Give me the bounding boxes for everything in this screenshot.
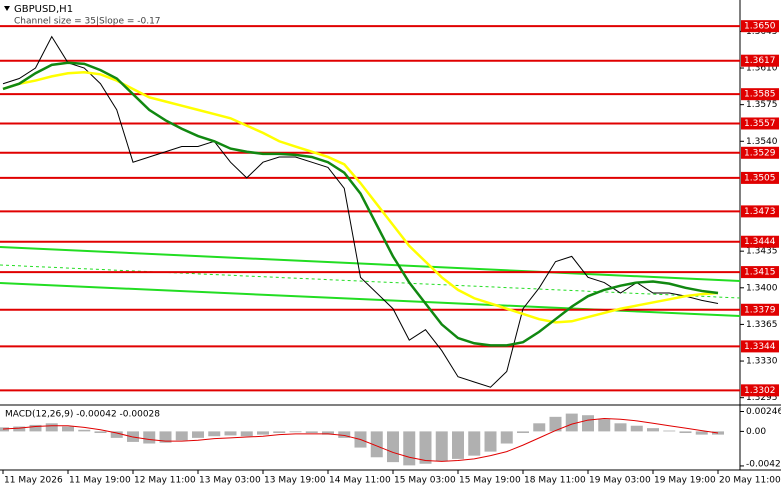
level-label: 1.3302 bbox=[744, 386, 776, 396]
y-tick-label: 1.3295 bbox=[746, 393, 778, 403]
annotation: Channel size = 35|Slope = -0.17 bbox=[14, 17, 161, 27]
level-label-box bbox=[741, 20, 779, 33]
histogram-bar bbox=[370, 431, 383, 458]
histogram-bar bbox=[582, 415, 594, 432]
x-tick-label: 19 May 19:00 bbox=[654, 476, 716, 486]
level-label-box bbox=[741, 340, 779, 353]
histogram-bar bbox=[273, 431, 286, 434]
level-label-box bbox=[741, 54, 779, 67]
level-label-box bbox=[741, 266, 779, 279]
moving-average bbox=[2, 61, 719, 347]
level-label-box bbox=[741, 235, 779, 248]
histogram-bar bbox=[598, 419, 611, 432]
symbol-icon bbox=[4, 6, 10, 11]
histogram-bar bbox=[62, 426, 74, 432]
level-label-box bbox=[741, 117, 779, 130]
y-tick-label: 1.3540 bbox=[746, 137, 778, 147]
histogram-bar bbox=[257, 431, 269, 435]
y-tick-label: 1.3400 bbox=[746, 283, 778, 293]
y-tick-label: -0.00427 bbox=[746, 460, 781, 470]
price-line bbox=[2, 35, 719, 388]
y-tick-label: 1.3435 bbox=[746, 247, 778, 257]
histogram-bar bbox=[549, 416, 562, 432]
x-tick-label: 12 May 11:00 bbox=[134, 476, 196, 486]
histogram-bar bbox=[403, 431, 416, 466]
histogram-bar bbox=[663, 430, 676, 432]
macd-title: MACD(12,26,9) -0.00042 -0.00028 bbox=[5, 410, 160, 420]
level-label: 1.3617 bbox=[744, 56, 776, 66]
histogram-bar bbox=[533, 423, 546, 432]
histogram-bar bbox=[143, 431, 156, 444]
signal-line bbox=[2, 417, 719, 462]
histogram-bar bbox=[452, 431, 464, 459]
x-tick-label: 13 May 03:00 bbox=[199, 476, 261, 486]
y-tick-label: 1.3610 bbox=[746, 64, 778, 74]
histogram-bar bbox=[484, 431, 497, 452]
histogram-bar bbox=[94, 431, 107, 434]
level-label-box bbox=[741, 146, 779, 159]
level-label: 1.3585 bbox=[744, 90, 776, 100]
level-label: 1.3379 bbox=[744, 305, 776, 315]
x-tick-label: 14 May 11:00 bbox=[329, 476, 391, 486]
histogram-bar bbox=[387, 431, 399, 463]
level-label-box bbox=[741, 384, 779, 397]
histogram-bar bbox=[208, 431, 221, 437]
histogram-bar bbox=[224, 431, 237, 436]
y-tick-label: 0.00 bbox=[746, 427, 766, 437]
x-tick-label: 11 May 19:00 bbox=[69, 476, 131, 486]
x-tick-label: 19 May 03:00 bbox=[589, 476, 651, 486]
histogram-bar bbox=[435, 431, 448, 462]
histogram-bar bbox=[500, 431, 513, 444]
histogram-bar bbox=[614, 423, 627, 432]
histogram-bar bbox=[240, 431, 253, 437]
chart-title: GBPUSD,H1 bbox=[14, 4, 73, 15]
level-label: 1.3505 bbox=[744, 173, 776, 183]
histogram-bar bbox=[565, 413, 578, 432]
histogram-bar bbox=[517, 431, 529, 434]
level-label: 1.3444 bbox=[744, 237, 776, 247]
level-label-box bbox=[741, 171, 779, 184]
level-label: 1.3415 bbox=[744, 268, 776, 278]
histogram-bar bbox=[419, 431, 432, 464]
level-label: 1.3557 bbox=[744, 119, 776, 129]
x-tick-label: 20 May 11:00 bbox=[719, 476, 781, 486]
x-tick-label: 13 May 19:00 bbox=[264, 476, 326, 486]
x-tick-label: 11 May 2026 bbox=[4, 476, 63, 486]
histogram-bar bbox=[338, 431, 351, 438]
histogram-bar bbox=[110, 431, 123, 438]
histogram-bar bbox=[289, 431, 302, 433]
level-label: 1.3529 bbox=[744, 148, 776, 158]
y-tick-label: 1.3330 bbox=[746, 357, 778, 367]
histogram-bar bbox=[305, 431, 318, 434]
histogram-bar bbox=[175, 431, 188, 441]
histogram-bar bbox=[29, 424, 42, 432]
channel-upper bbox=[0, 246, 741, 282]
histogram-bar bbox=[647, 428, 659, 432]
histogram-bar bbox=[630, 425, 643, 432]
x-tick-label: 15 May 19:00 bbox=[459, 476, 521, 486]
histogram-bar bbox=[45, 423, 58, 432]
x-tick-label: 15 May 03:00 bbox=[394, 476, 456, 486]
histogram-bar bbox=[322, 431, 334, 435]
level-label: 1.3650 bbox=[744, 22, 776, 32]
histogram-bar bbox=[78, 429, 91, 432]
histogram-bar bbox=[468, 431, 481, 456]
histogram-bar bbox=[159, 431, 172, 443]
level-label-box bbox=[741, 205, 779, 218]
y-tick-label: 1.3365 bbox=[746, 320, 778, 330]
y-tick-label: 0.00246 bbox=[746, 407, 781, 417]
level-label: 1.3344 bbox=[744, 342, 776, 352]
level-label: 1.3473 bbox=[744, 207, 776, 217]
histogram-bar bbox=[695, 431, 708, 435]
level-label-box bbox=[741, 88, 779, 101]
histogram-bar bbox=[679, 431, 692, 434]
x-tick-label: 18 May 11:00 bbox=[524, 476, 586, 486]
histogram-bar bbox=[13, 426, 26, 432]
level-label-box bbox=[741, 303, 779, 316]
y-tick-label: 1.3575 bbox=[746, 100, 778, 110]
histogram-bar bbox=[192, 431, 204, 438]
